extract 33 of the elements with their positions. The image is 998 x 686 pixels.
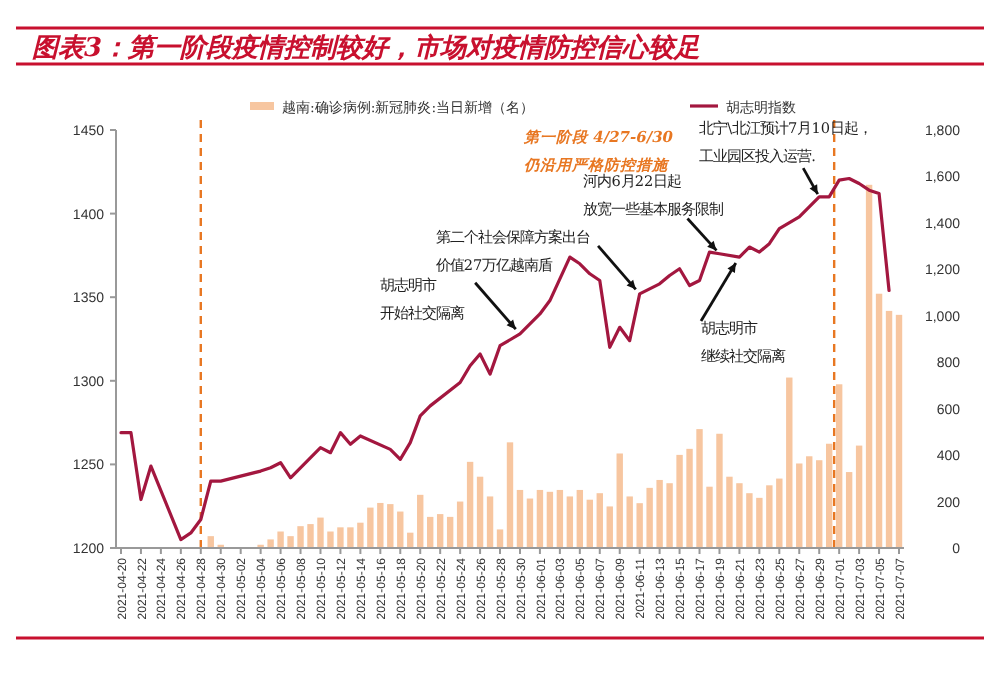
bar [427, 516, 434, 548]
bar [456, 501, 464, 548]
chart-title: 图表3：第一阶段疫情控制较好，市场对疫情防控信心较足 [32, 32, 701, 64]
bar [586, 499, 593, 548]
bar [516, 489, 524, 548]
bar [835, 384, 843, 548]
bar [816, 460, 823, 548]
bar [496, 529, 504, 548]
bar [576, 489, 584, 548]
bar [845, 472, 853, 548]
bar [875, 293, 883, 548]
bar [446, 516, 454, 548]
bar [506, 442, 514, 548]
bar [556, 489, 564, 548]
bar [865, 184, 873, 548]
bar [476, 476, 484, 548]
bar [466, 461, 474, 548]
bar [566, 496, 574, 548]
bar [606, 506, 613, 548]
bar [526, 498, 534, 548]
bar [885, 310, 893, 548]
bar [596, 493, 603, 548]
bar [536, 489, 544, 548]
bar [855, 445, 863, 548]
bar [546, 491, 554, 548]
bar [436, 514, 444, 548]
bar [806, 456, 813, 548]
bar [796, 463, 803, 548]
bar [895, 314, 903, 548]
bar [417, 494, 424, 548]
line-series [119, 176, 891, 542]
bar [825, 443, 833, 548]
bar [486, 496, 494, 548]
